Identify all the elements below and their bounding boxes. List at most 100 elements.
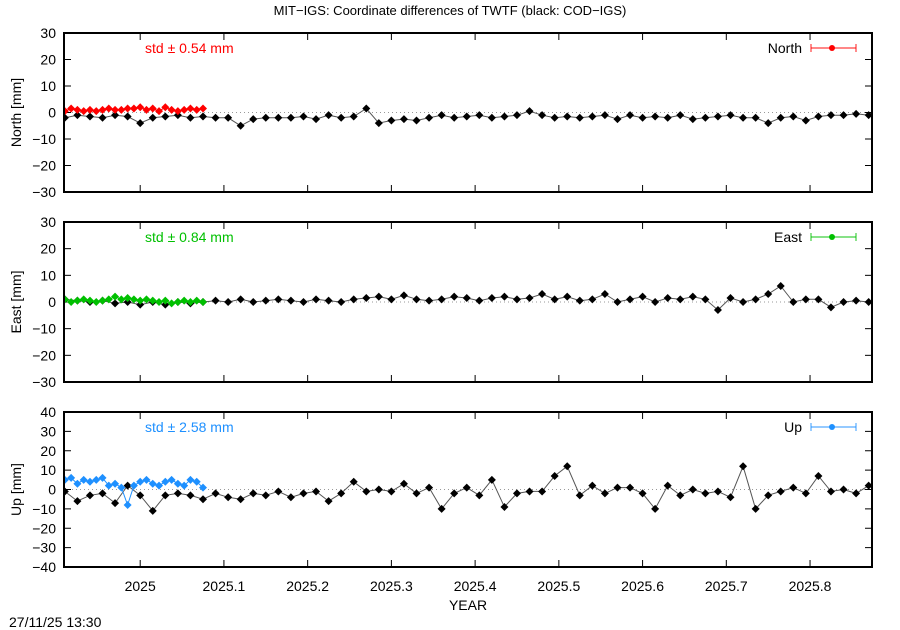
y-tick-label: 10 [40,78,56,94]
cod-igs-point [776,487,785,496]
cod-igs-point [525,107,534,116]
cod-igs-point [764,491,773,500]
mit-igs-point [73,479,82,488]
timestamp: 27/11/25 13:30 [9,614,102,630]
x-tick-label: 2025.4 [454,578,497,594]
cod-igs-point [198,112,207,121]
cod-igs-point [739,298,748,306]
cod-igs-point [64,487,69,496]
cod-igs-point [575,296,584,305]
cod-igs-point [713,487,722,496]
mit-igs-point [123,294,132,302]
cod-igs-point [337,298,346,306]
cod-igs-point [299,298,308,306]
cod-igs-point [173,489,182,498]
y-tick-label: 30 [40,423,56,439]
cod-igs-point [839,111,848,120]
cod-igs-point [236,295,245,304]
cod-igs-point [261,113,270,122]
mit-igs-point [161,477,170,486]
cod-igs-point [563,462,572,471]
cod-igs-point [98,489,107,498]
panel-north: 30 20 10 0 −10 −20 −30 North [mm] std ± 0.54 mm N… [8,25,873,200]
cod-igs-point [626,295,635,304]
mit-igs-point [117,105,126,114]
cod-igs-point [789,112,798,121]
cod-igs-point [487,475,496,484]
cod-igs-point [814,471,823,480]
mit-igs-point [98,105,107,114]
cod-igs-point [249,489,258,498]
cod-igs-point [613,483,622,492]
y-tick-label: 30 [40,25,56,41]
mit-igs-point [67,473,76,482]
y-tick-label: −30 [32,374,56,390]
cod-igs-point [211,113,220,122]
cod-igs-point [651,504,660,513]
cod-igs-point [261,491,270,500]
mit-igs-point [198,483,207,492]
mit-igs-point [111,105,120,114]
cod-igs-point [462,294,471,302]
cod-igs-point [111,299,120,308]
y-tick-label: 10 [40,267,56,283]
cod-igs-point [525,487,534,496]
cod-igs-point [826,487,835,496]
cod-igs-point [211,489,220,498]
cod-igs-point [764,290,773,298]
y-tick-label: 0 [48,482,56,498]
std-label: std ± 0.54 mm [145,40,234,56]
cod-igs-point [399,115,408,124]
mit-igs-point [161,103,170,112]
x-axis-label: YEAR [449,597,487,613]
cod-igs-point [663,481,672,490]
cod-igs-point [801,295,810,304]
std-label: std ± 0.84 mm [145,229,234,245]
cod-igs-point [663,113,672,122]
mit-igs-point [92,107,101,116]
cod-igs-point [600,489,609,498]
cod-igs-point [600,290,609,298]
x-tick-label: 2025.1 [203,578,246,594]
cod-igs-point [525,294,534,302]
cod-igs-point [864,481,872,490]
cod-igs-point [198,495,207,504]
mit-igs-point [142,475,151,484]
mit-igs-point [180,481,189,490]
cod-igs-point [575,491,584,500]
cod-igs-point [676,295,685,304]
mit-igs-point [67,104,76,113]
cod-igs-point [864,298,872,306]
mit-igs-point [155,298,164,306]
cod-igs-point [374,119,383,128]
cod-igs-point [512,295,521,304]
cod-igs-point [701,295,710,304]
y-axis-label: North [mm] [8,78,24,147]
cod-igs-point [249,298,258,306]
panel-east: 30 20 10 0 −10 −20 −30 East [mm] std ± 0.84 mm Ea… [8,214,873,390]
mit-igs-point [192,296,201,305]
mit-igs-point [186,104,195,113]
mit-igs-point [73,105,82,114]
cod-igs-point [224,298,233,306]
mit-igs-point [129,104,138,113]
mit-igs-point [104,295,113,304]
cod-igs-point [864,111,872,120]
mit-igs-point [117,483,126,492]
cod-igs-point [349,295,358,304]
cod-igs-point [261,296,270,305]
mit-igs-point [155,481,164,490]
cod-igs-point [563,112,572,121]
cod-igs-point [224,493,233,502]
cod-igs-point [751,295,760,304]
cod-igs-point [337,113,346,122]
mit-igs-point [155,107,164,116]
cod-igs-point [500,502,509,511]
mit-igs-point [173,298,182,306]
cod-igs-point [299,112,308,121]
cod-igs-point [387,116,396,125]
mit-igs-point [192,105,201,114]
cod-igs-point [412,489,421,498]
y-tick-label: 40 [40,404,56,420]
cod-igs-point [726,493,735,502]
